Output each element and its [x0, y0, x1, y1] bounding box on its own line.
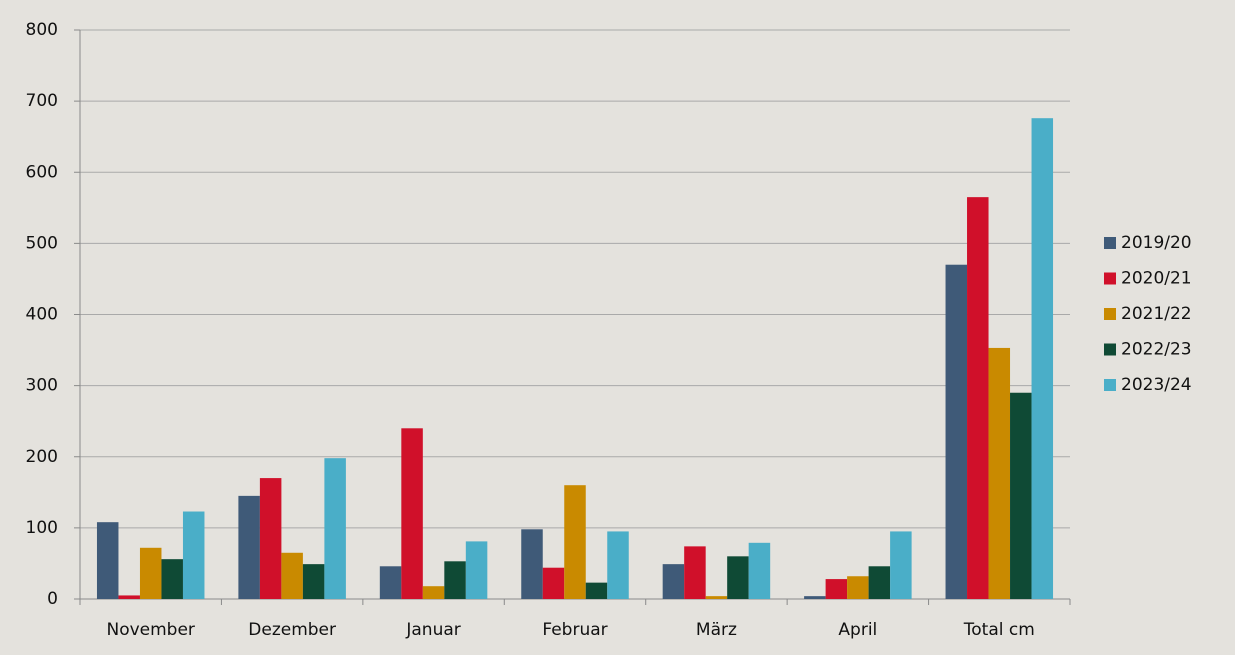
bar: [542, 567, 565, 599]
x-tick-label: November: [106, 620, 194, 640]
legend-swatch: [1104, 308, 1116, 320]
bar: [324, 458, 346, 599]
legend-swatch: [1104, 343, 1116, 356]
y-tick-label: 100: [26, 518, 58, 538]
bar: [727, 556, 749, 599]
bar: [182, 511, 205, 599]
bar: [139, 547, 162, 599]
x-tick-label: Total cm: [963, 620, 1035, 640]
bar: [422, 586, 445, 599]
bar: [847, 576, 869, 599]
y-tick-label: 200: [26, 447, 58, 467]
bar: [281, 552, 303, 599]
y-tick-label: 700: [26, 91, 58, 111]
legend-label: 2021/22: [1121, 304, 1192, 324]
bar: [988, 347, 1011, 599]
bar: [868, 566, 891, 599]
legend-label: 2020/21: [1121, 269, 1192, 289]
bar: [521, 529, 543, 599]
bar: [607, 531, 629, 599]
bar: [705, 596, 728, 599]
bar: [401, 428, 423, 599]
bar: [1031, 118, 1054, 599]
x-tick-label: Februar: [542, 620, 607, 640]
bar: [967, 197, 989, 600]
y-tick-label: 400: [26, 305, 58, 325]
x-tick-label: März: [696, 620, 737, 640]
bar: [748, 542, 771, 599]
bar: [118, 595, 140, 599]
bar: [444, 561, 466, 599]
y-tick-label: 0: [47, 589, 58, 609]
bar: [564, 485, 586, 599]
x-tick-label: Dezember: [248, 620, 336, 640]
bar: [890, 531, 912, 599]
x-tick-label: April: [838, 620, 877, 640]
legend-swatch: [1104, 272, 1116, 285]
bar: [585, 582, 608, 599]
y-tick-label: 800: [26, 20, 58, 40]
bar: [945, 264, 968, 599]
bar: [238, 495, 260, 599]
bar: [259, 478, 282, 599]
bar: [684, 546, 706, 599]
bar: [302, 564, 325, 599]
x-tick-label: Januar: [405, 620, 460, 640]
bar: [465, 541, 488, 599]
legend-label: 2022/23: [1121, 340, 1192, 360]
bar: [804, 596, 826, 599]
bar: [662, 564, 685, 599]
bar: [96, 522, 119, 599]
legend-label: 2019/20: [1121, 233, 1192, 253]
y-tick-label: 500: [26, 233, 58, 253]
bar: [1010, 392, 1032, 599]
legend-swatch: [1104, 237, 1116, 249]
bar: [379, 566, 402, 599]
y-tick-label: 300: [26, 376, 58, 396]
legend-label: 2023/24: [1121, 375, 1192, 395]
bar: [161, 559, 183, 599]
legend-swatch: [1104, 379, 1116, 391]
bar: [825, 579, 848, 599]
y-tick-label: 600: [26, 162, 58, 182]
